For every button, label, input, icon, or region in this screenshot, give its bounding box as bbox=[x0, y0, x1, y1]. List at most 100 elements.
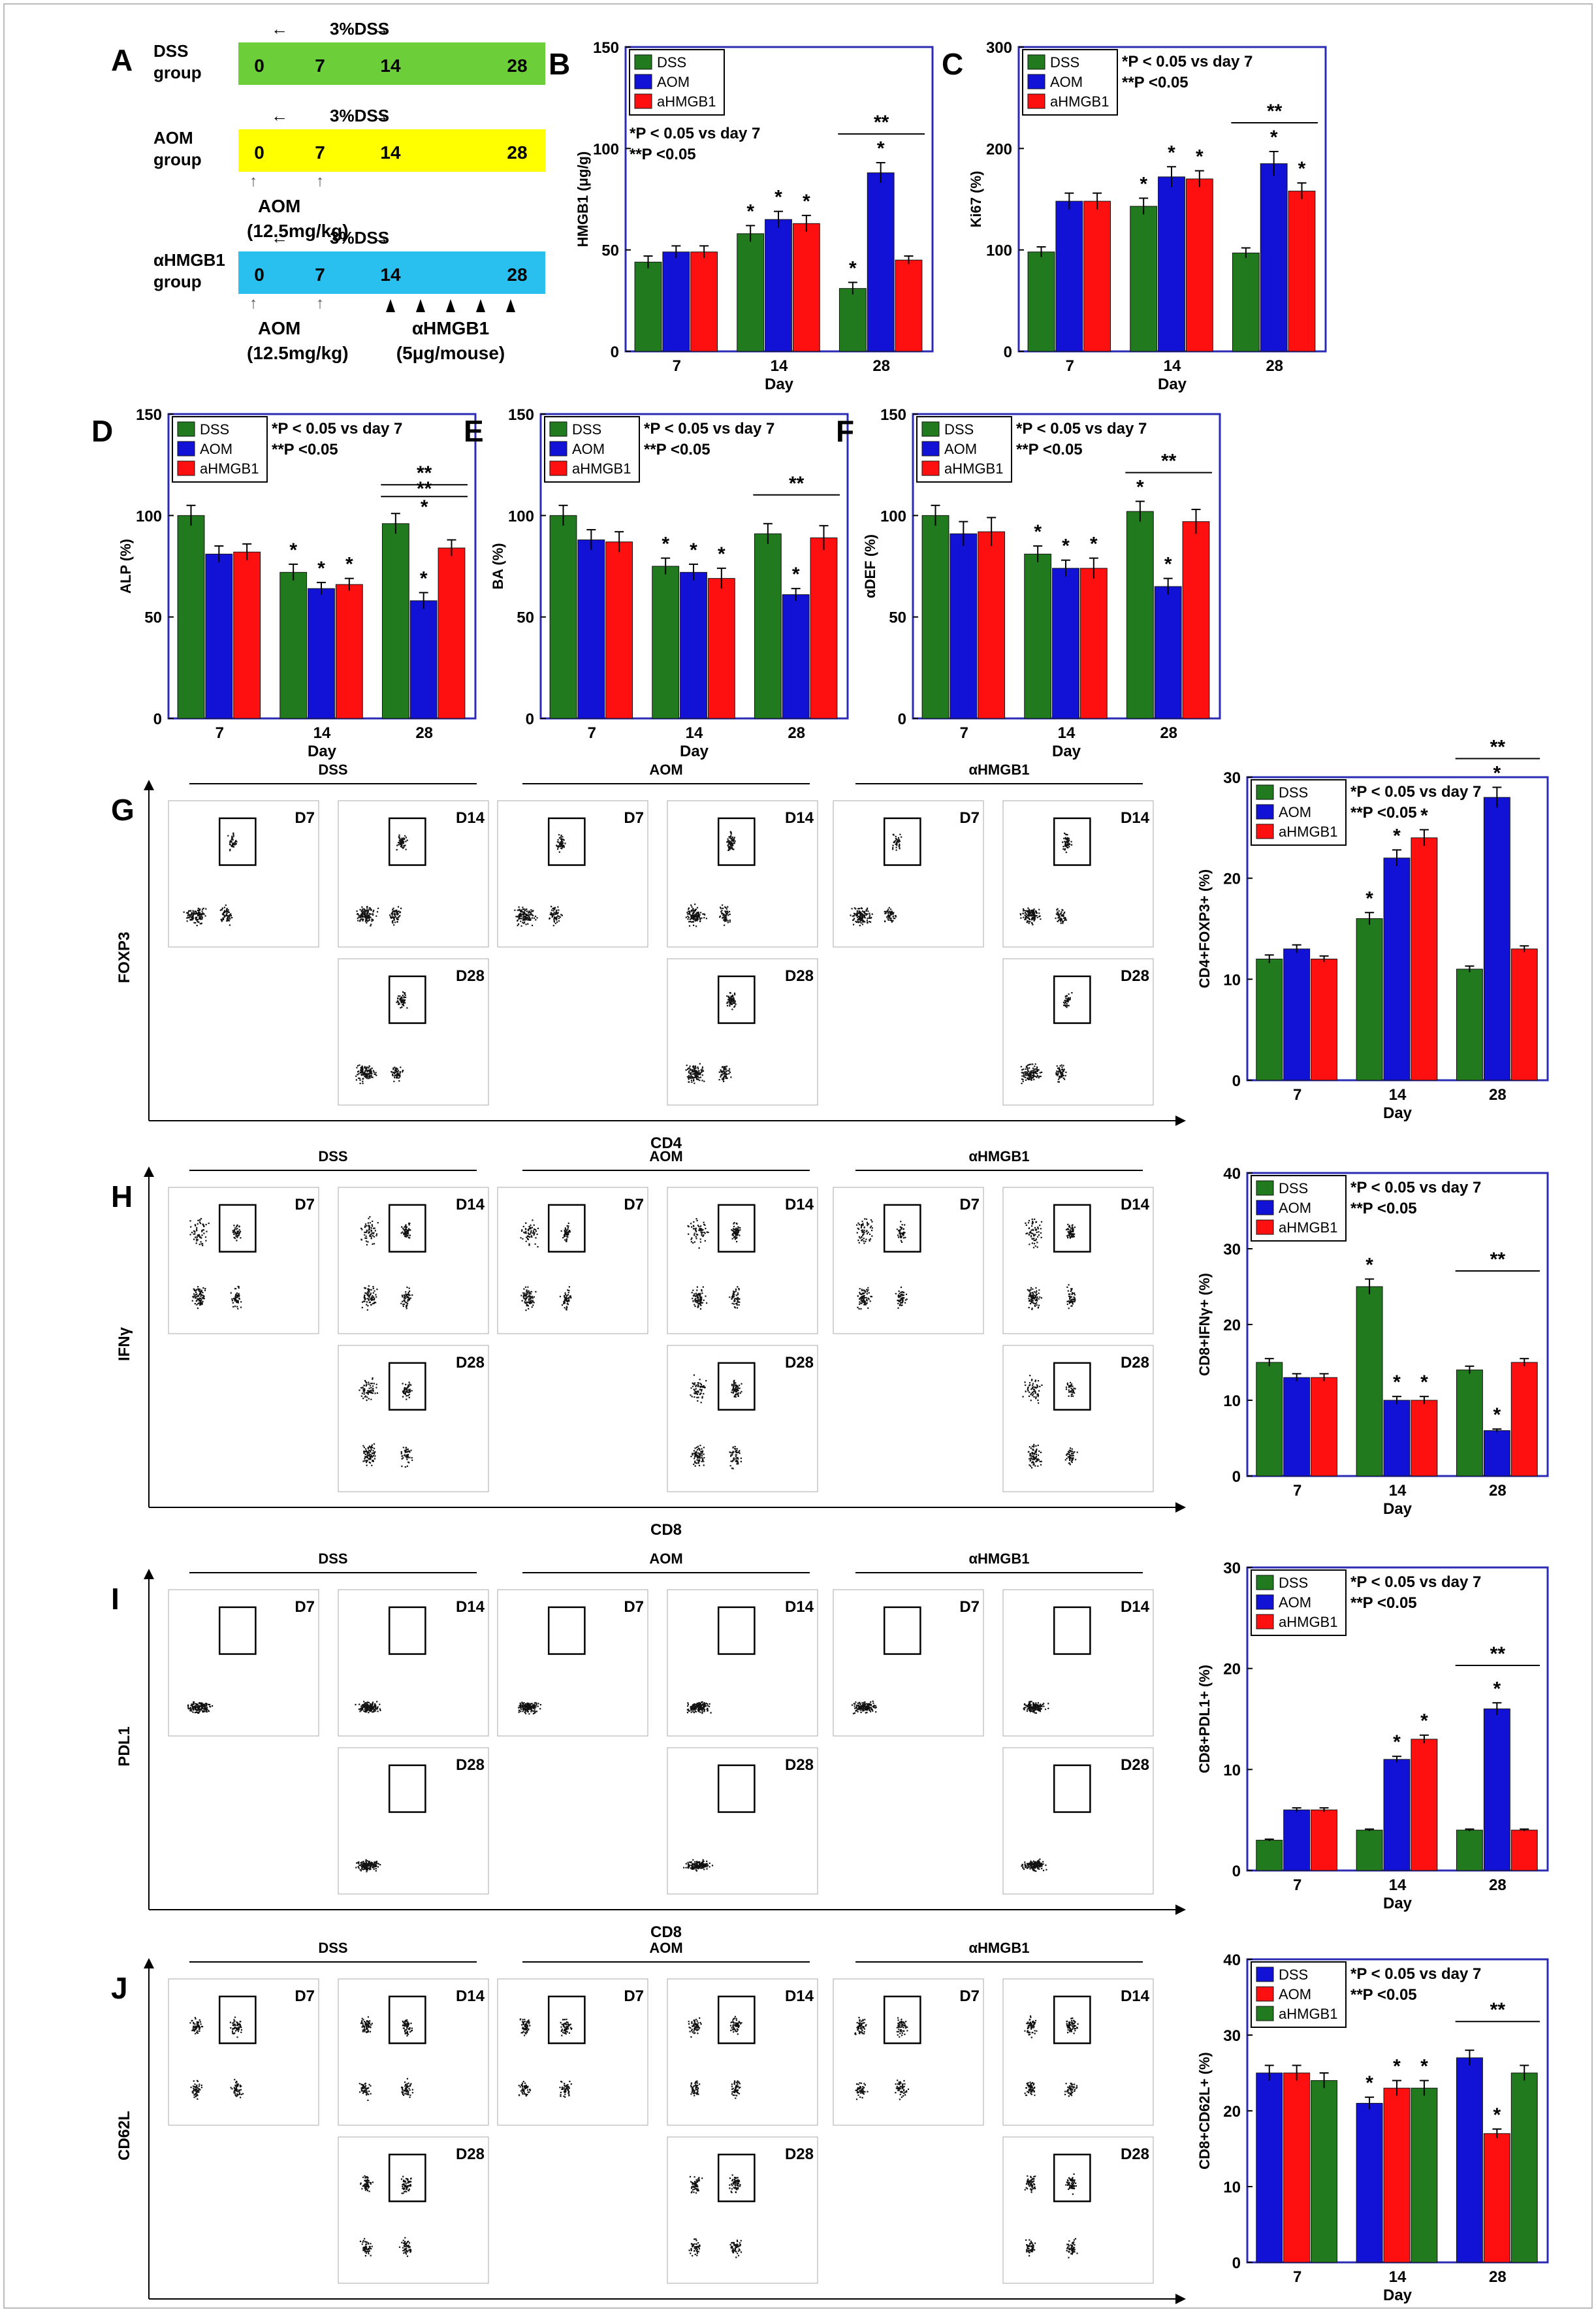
panel-letter: F bbox=[836, 414, 854, 448]
scatter-points bbox=[688, 2015, 742, 2099]
flow-plot: D7 bbox=[168, 1187, 319, 1334]
y-arrowhead-icon bbox=[144, 1958, 154, 1968]
day-label: D28 bbox=[456, 1756, 485, 1774]
bar bbox=[308, 588, 335, 719]
y-tick-label: 0 bbox=[1232, 1072, 1241, 1090]
y-axis-label: αDEF (%) bbox=[862, 534, 878, 598]
day-label: D14 bbox=[456, 1196, 485, 1213]
group-header: AOM bbox=[649, 1148, 682, 1164]
bar bbox=[549, 515, 577, 719]
bar bbox=[867, 172, 895, 352]
bar bbox=[279, 571, 308, 719]
double-star: ** bbox=[1490, 1643, 1506, 1665]
x-axis-label: Day bbox=[765, 376, 794, 393]
significance-star: * bbox=[1365, 1254, 1373, 1276]
x-tick-label: 14 bbox=[686, 724, 703, 742]
bar bbox=[1356, 2102, 1383, 2263]
injection-triangle-icon bbox=[386, 299, 395, 312]
legend-label: DSS bbox=[200, 421, 229, 438]
bar bbox=[1055, 201, 1083, 352]
flow-plot-frame bbox=[338, 1187, 489, 1334]
bar bbox=[1311, 1377, 1338, 1477]
significance-star: * bbox=[1420, 2056, 1428, 2078]
legend-label: AOM bbox=[657, 74, 690, 90]
annotation-text: *P < 0.05 vs day 7 bbox=[1016, 420, 1147, 438]
bar bbox=[1456, 1829, 1483, 1871]
scatter-points bbox=[685, 831, 736, 927]
bar bbox=[1356, 918, 1383, 1081]
x-tick-label: 28 bbox=[1489, 1876, 1507, 1894]
significance-star: * bbox=[1393, 2056, 1401, 2078]
flow-plot-frame bbox=[1002, 2136, 1154, 2284]
legend-swatch bbox=[1027, 93, 1045, 109]
day-label: D7 bbox=[624, 1196, 644, 1213]
day-label: D28 bbox=[456, 2145, 485, 2163]
significance-star: * bbox=[1420, 1710, 1428, 1732]
legend-label: DSS bbox=[1050, 54, 1079, 71]
legend-swatch bbox=[549, 460, 567, 476]
y-tick-label: 30 bbox=[1223, 769, 1241, 787]
x-tick-label: 7 bbox=[1293, 1876, 1301, 1894]
bar bbox=[1483, 797, 1510, 1081]
x-tick-label: 7 bbox=[1066, 357, 1074, 375]
x-tick-label: 7 bbox=[673, 357, 681, 375]
day-label: D14 bbox=[1121, 809, 1150, 827]
injection-triangle-icon bbox=[476, 299, 485, 312]
bar bbox=[1311, 958, 1338, 1081]
day-tick: 14 bbox=[380, 56, 401, 76]
flow-plot-frame bbox=[1002, 1187, 1154, 1334]
legend-label: aHMGB1 bbox=[657, 93, 716, 110]
bar bbox=[1232, 252, 1260, 352]
y-tick-label: 100 bbox=[508, 507, 534, 525]
y-arrowhead-icon bbox=[144, 780, 154, 790]
bar bbox=[381, 523, 409, 719]
group-label: AOM bbox=[153, 128, 193, 148]
legend-swatch bbox=[1256, 1180, 1274, 1196]
flow-plot-frame bbox=[338, 1978, 489, 2126]
significance-star: * bbox=[1493, 1404, 1501, 1426]
x-tick-label: 28 bbox=[1266, 357, 1283, 375]
annotation-text: **P <0.05 bbox=[644, 441, 710, 458]
flow-y-label: IFNγ bbox=[116, 1326, 133, 1361]
bar bbox=[1456, 1370, 1483, 1477]
day-label: D28 bbox=[456, 1354, 485, 1372]
dss-span-label: 3%DSS bbox=[330, 228, 389, 248]
group-label: DSS bbox=[153, 41, 188, 61]
bar bbox=[577, 539, 605, 719]
aom-label: AOM bbox=[258, 318, 300, 338]
gate-box bbox=[1053, 1995, 1091, 2044]
double-star: ** bbox=[417, 478, 432, 500]
y-tick-label: 30 bbox=[1223, 1560, 1241, 1577]
y-tick-label: 150 bbox=[136, 406, 162, 424]
arrow-left-icon: ← bbox=[271, 106, 288, 125]
legend-label: DSS bbox=[1279, 784, 1308, 801]
flow-plot-frame bbox=[667, 1978, 818, 2126]
scatter-points bbox=[850, 833, 902, 927]
bar bbox=[1083, 201, 1111, 352]
bar bbox=[680, 571, 707, 719]
legend-swatch bbox=[1027, 74, 1045, 89]
flow-plot: D7 bbox=[833, 1978, 984, 2126]
arrow-left-icon: ← bbox=[271, 228, 288, 248]
legend-swatch bbox=[634, 93, 652, 109]
legend-label: AOM bbox=[1050, 74, 1083, 90]
annotation-text: **P <0.05 bbox=[1016, 441, 1083, 458]
bar bbox=[1383, 1400, 1411, 1477]
bar bbox=[707, 578, 735, 719]
bar bbox=[838, 288, 867, 352]
bar bbox=[1356, 1829, 1383, 1871]
day-tick: 7 bbox=[315, 56, 325, 76]
group-label: group bbox=[153, 150, 202, 169]
bar bbox=[335, 584, 363, 719]
x-axis-label: Day bbox=[1383, 2287, 1412, 2304]
significance-star: * bbox=[1493, 1678, 1501, 1699]
bar bbox=[1052, 568, 1079, 719]
gate-box bbox=[1053, 1764, 1091, 1813]
y-axis-label: ALP (%) bbox=[118, 539, 134, 594]
legend-swatch bbox=[177, 460, 195, 476]
significance-star: * bbox=[289, 539, 297, 561]
gate-box bbox=[1053, 1204, 1091, 1253]
bar bbox=[978, 531, 1006, 719]
